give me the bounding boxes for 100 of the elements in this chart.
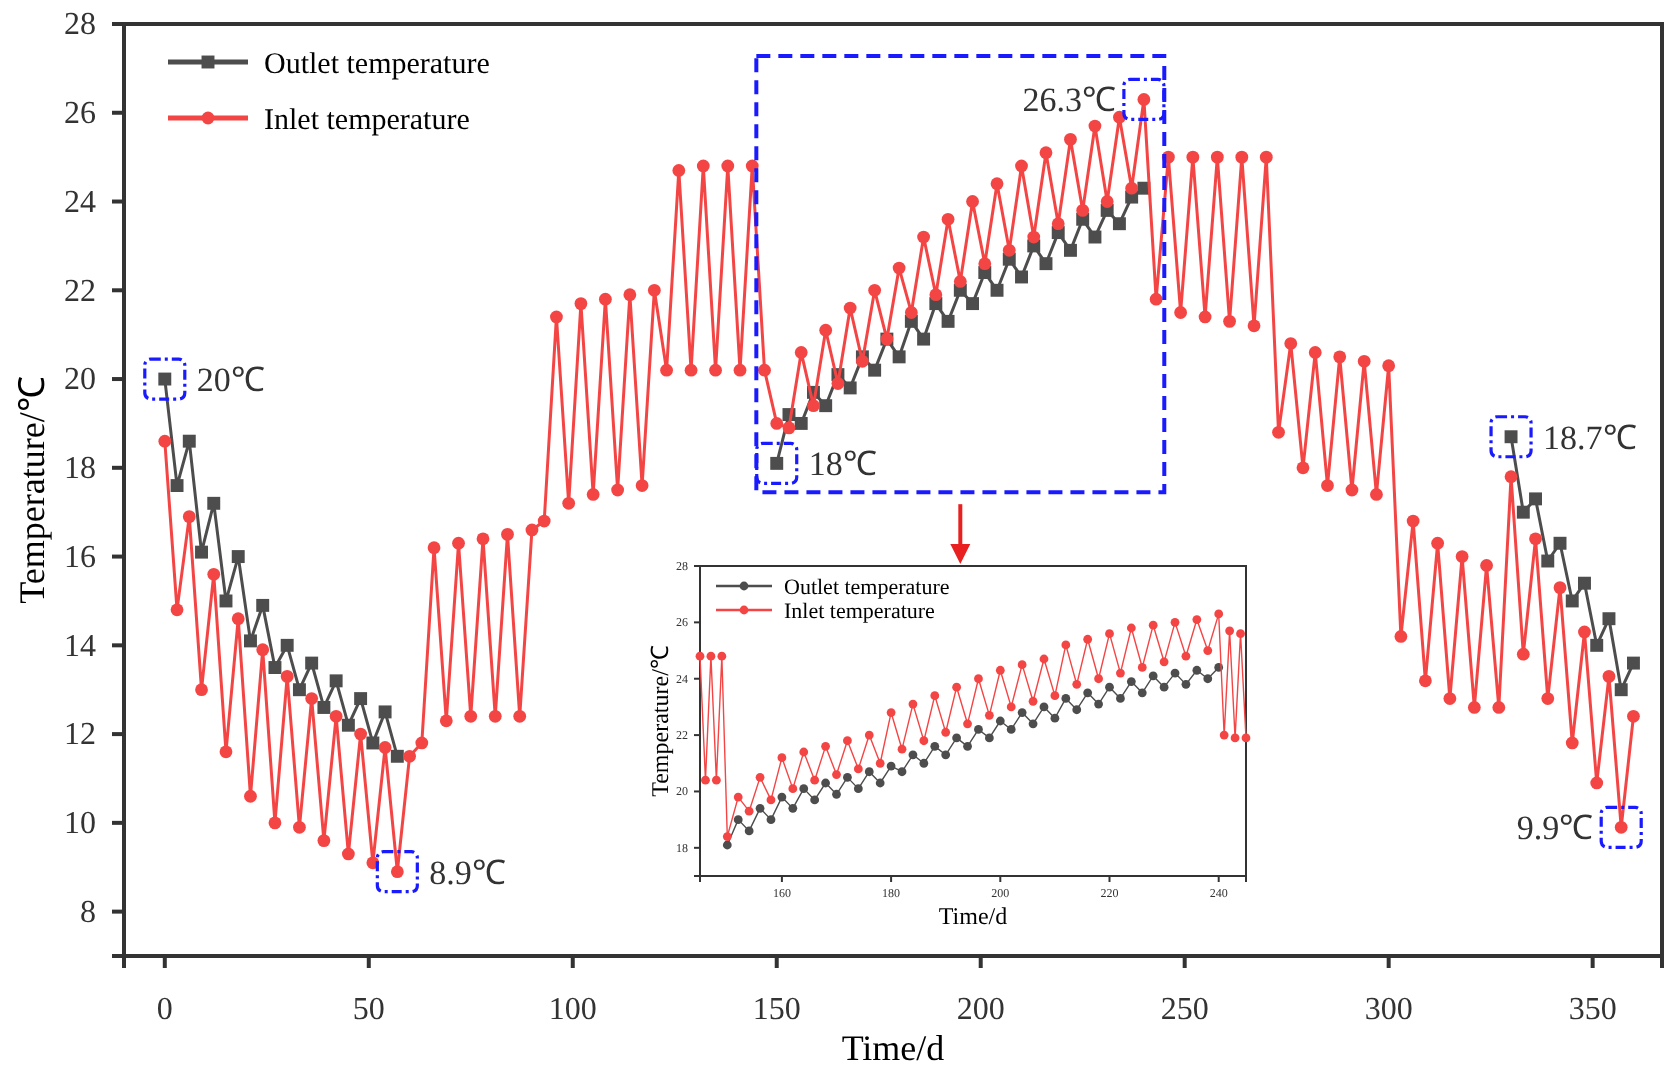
point: [1148, 620, 1158, 630]
point: [706, 651, 716, 661]
point: [1094, 674, 1103, 684]
point: [1170, 668, 1180, 678]
annotation: 18.7℃: [1543, 418, 1637, 457]
point: [1203, 646, 1213, 655]
point: [1028, 719, 1038, 729]
point: [1148, 671, 1158, 681]
x-tick-label: 150: [752, 992, 801, 1027]
point: [974, 725, 983, 734]
point: [799, 784, 809, 794]
annotation: 18℃: [808, 445, 877, 484]
point: [1236, 629, 1245, 639]
point: [832, 789, 841, 799]
annotation: 26.3℃: [1022, 81, 1116, 120]
point: [1017, 660, 1027, 670]
x-tick-label: 100: [548, 992, 597, 1027]
x-tick-label: 200: [956, 992, 1005, 1027]
point: [799, 747, 809, 757]
point: [1214, 609, 1224, 619]
point: [695, 651, 705, 661]
point: [1083, 688, 1093, 698]
x-axis-title: Time/d: [841, 1028, 945, 1068]
point: [733, 792, 743, 802]
point: [1181, 679, 1191, 689]
point: [766, 815, 776, 825]
point: [919, 758, 929, 768]
point: [711, 775, 721, 785]
point: [1116, 668, 1125, 678]
point: [1126, 623, 1136, 633]
point: [821, 741, 830, 751]
point: [1116, 694, 1125, 703]
point: [1137, 688, 1147, 698]
point: [995, 665, 1005, 675]
point: [1061, 694, 1071, 703]
point: [777, 753, 787, 763]
y-tick-label: 26: [64, 97, 96, 131]
legend-label: Inlet temperature: [264, 104, 471, 137]
point: [1230, 733, 1240, 743]
x-tick-label: 250: [1160, 992, 1209, 1027]
point: [1061, 640, 1071, 650]
point: [886, 761, 896, 771]
y-tick-label: 18: [64, 452, 96, 487]
point: [744, 806, 754, 816]
point: [963, 719, 972, 729]
point: [832, 770, 841, 779]
point: [919, 736, 929, 746]
y-tick-label: 16: [64, 540, 96, 575]
point: [810, 795, 820, 805]
legend-label: Inlet temperature: [784, 599, 936, 624]
x-tick-label: 350: [1568, 992, 1617, 1027]
point: [897, 744, 907, 754]
point: [1006, 725, 1016, 734]
point: [875, 758, 885, 768]
x-tick-label: 300: [1364, 992, 1413, 1027]
annotation: 20℃: [196, 360, 265, 399]
point: [1192, 615, 1202, 624]
point: [810, 775, 820, 785]
point: [952, 733, 962, 743]
legend-label: Outlet temperature: [264, 48, 491, 81]
point: [1072, 705, 1082, 715]
point: [744, 826, 754, 836]
point: [755, 772, 765, 782]
y-axis-title: Temperature/℃: [12, 376, 52, 604]
point: [1017, 708, 1027, 717]
point: [908, 699, 918, 709]
y-tick-label: 14: [64, 629, 96, 664]
annotation: 9.9℃: [1516, 809, 1594, 848]
point: [1203, 674, 1213, 684]
x-axis-title: Time/d: [938, 902, 1008, 930]
point: [755, 803, 765, 813]
point: [1137, 663, 1147, 672]
point: [1192, 665, 1202, 675]
point: [974, 674, 983, 684]
point: [864, 730, 874, 740]
point: [843, 736, 852, 746]
point: [1159, 657, 1169, 667]
point: [1225, 626, 1235, 636]
point: [995, 716, 1005, 726]
point: [897, 767, 907, 777]
point: [941, 727, 951, 737]
point: [1105, 682, 1114, 692]
point: [1083, 634, 1093, 644]
point: [777, 792, 787, 802]
point: [733, 815, 743, 825]
point: [941, 750, 951, 760]
point: [1050, 691, 1060, 701]
point: [864, 767, 874, 777]
y-tick-label: 28: [64, 8, 96, 43]
point: [788, 803, 798, 813]
point: [821, 778, 830, 788]
point: [1094, 699, 1103, 709]
point: [984, 710, 994, 720]
y-tick-label: 8: [80, 895, 96, 930]
point: [722, 840, 732, 850]
legend-label: Outlet temperature: [784, 575, 950, 600]
point: [930, 691, 940, 701]
point: [1241, 733, 1251, 743]
point: [1072, 679, 1082, 689]
y-axis-title: Temperature/℃: [646, 645, 674, 797]
